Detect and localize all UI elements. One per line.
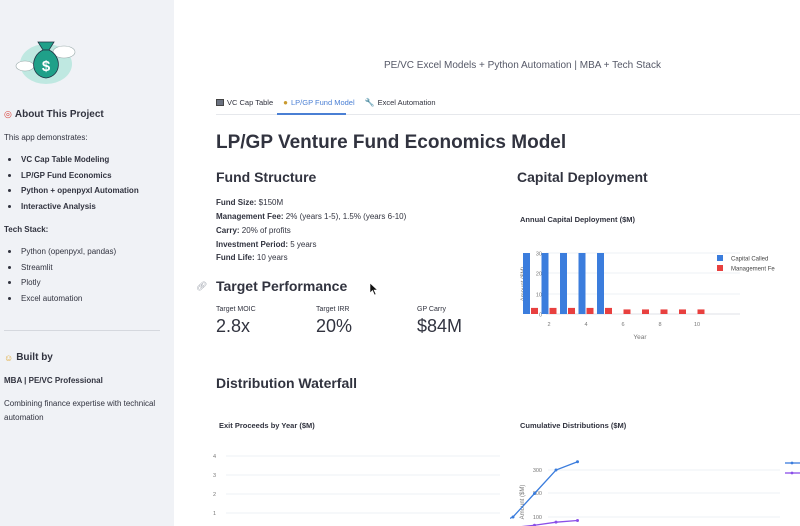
tab-vc-cap-table[interactable]: VC Cap Table [216,95,273,109]
chart-title-cumulative-distributions: Cumulative Distributions ($M) [520,421,627,430]
carry: Carry: 20% of profits [216,226,291,235]
built-role: MBA | PE/VC Professional [4,376,103,385]
svg-text:1: 1 [213,511,216,517]
data-point[interactable] [576,519,579,523]
svg-text:100: 100 [533,515,542,521]
svg-text:Year: Year [633,334,647,341]
list-item: LP/GP Fund Economics [4,168,139,184]
active-tab-indicator [277,113,346,115]
list-item: Plotly [4,275,116,291]
svg-text:6: 6 [621,322,624,328]
bar[interactable] [586,307,594,314]
feature-list: VC Cap Table Modeling LP/GP Fund Economi… [4,152,139,214]
metric-gp-carry: GP Carry $84M [417,306,463,336]
bar[interactable] [568,307,575,314]
capital-deployment-heading: Capital Deployment [517,169,648,185]
about-intro: This app demonstrates: [4,133,88,142]
svg-text:8: 8 [658,322,661,328]
data-point[interactable] [533,492,536,495]
bar[interactable] [623,309,631,314]
bar[interactable] [578,253,586,314]
svg-text:300: 300 [533,468,542,474]
tech-list: Python (openpyxl, pandas) Streamlit Plot… [4,244,116,306]
svg-text:200: 200 [533,491,542,497]
svg-text:2: 2 [547,322,550,328]
investment-period: Investment Period: 5 years [216,240,317,249]
list-item: Excel automation [4,291,116,307]
mouse-cursor-icon [369,282,379,296]
svg-text:4: 4 [584,322,587,328]
svg-text:4: 4 [213,454,216,460]
built-desc-1: Combining finance expertise with technic… [4,399,156,408]
target-icon: ◎ [4,109,12,119]
wrench-icon: 🔧 [364,97,375,107]
bar[interactable] [660,309,668,314]
bar[interactable] [679,309,686,314]
list-item: Interactive Analysis [4,199,139,215]
svg-text:10: 10 [536,293,542,299]
bar[interactable] [642,309,649,314]
exit-proceeds-chart[interactable]: 4 3 2 1 Proceeds ($M) [200,440,500,526]
svg-text:0: 0 [539,313,542,319]
cumulative-distributions-chart[interactable]: 300 200 100 Amount ($M) [510,450,800,526]
svg-text:3: 3 [213,473,216,479]
bar[interactable] [549,307,557,314]
bar[interactable] [560,253,567,314]
data-point[interactable] [511,515,515,519]
distribution-waterfall-heading: Distribution Waterfall [216,375,358,391]
tab-excel-automation[interactable]: 🔧 Excel Automation [364,97,436,107]
fund-life: Fund Life: 10 years [216,253,288,262]
data-point[interactable] [533,523,536,526]
bar[interactable] [523,253,530,314]
chart-legend[interactable]: Capital Called Management Fe [717,255,775,273]
list-item: Python + openpyxl Automation [4,183,139,199]
tab-bar: VC Cap Table ● LP/GP Fund Model 🔧 Excel … [216,95,436,109]
svg-text:30: 30 [536,252,542,258]
bar[interactable] [541,253,549,314]
person-icon: ☺ [4,352,14,363]
svg-text:10: 10 [694,322,700,328]
tab-divider [216,114,800,115]
list-item: Streamlit [4,260,116,276]
svg-text:Capital Called: Capital Called [731,257,768,263]
management-fee: Management Fee: 2% (years 1-5), 1.5% (ye… [216,212,407,221]
page-subtitle: PE/VC Excel Models + Python Automation |… [384,60,661,71]
bar[interactable] [697,309,705,314]
built-desc-2: automation [4,413,44,422]
page-title: LP/GP Venture Fund Economics Model [216,132,567,153]
about-heading: ◎ About This Project [4,109,104,120]
bar[interactable] [597,253,604,314]
bar[interactable] [531,307,538,314]
metric-target-irr: Target IRR 20% [316,306,353,336]
metric-target-moic: Target MOIC 2.8x [216,306,256,336]
main-content: PE/VC Excel Models + Python Automation |… [174,0,800,526]
svg-text:$: $ [42,58,51,75]
data-point[interactable] [554,468,558,472]
sidebar: $ ◎ About This Project This app demonstr… [0,0,174,526]
sidebar-divider [4,330,160,331]
svg-text:Management Fe: Management Fe [731,267,775,273]
fund-size: Fund Size: $150M [216,198,284,207]
money-bag-icon: $ [15,41,76,84]
svg-text:20: 20 [536,272,542,278]
computer-icon [216,98,224,106]
data-point[interactable] [576,460,579,464]
tab-lp-gp-fund-model[interactable]: ● LP/GP Fund Model [283,97,355,107]
list-item: VC Cap Table Modeling [4,152,139,168]
built-by-heading: ☺ Built by [4,352,53,363]
money-bag-icon: ● [283,97,288,107]
chart-title-exit-proceeds: Exit Proceeds by Year ($M) [219,421,315,430]
chart-legend[interactable] [785,461,800,475]
svg-text:Amount ($M): Amount ($M) [520,485,526,520]
fund-structure-heading: Fund Structure [216,169,317,185]
chart-title-capital-deployment: Annual Capital Deployment ($M) [520,215,636,224]
data-point[interactable] [554,520,558,524]
link-icon[interactable]: 🔗︎ [196,281,208,291]
tech-stack-heading: Tech Stack: [4,225,49,234]
svg-text:2: 2 [213,492,216,498]
list-item: Python (openpyxl, pandas) [4,244,116,260]
target-performance-heading: Target Performance [216,278,348,294]
bar[interactable] [605,307,612,314]
capital-deployment-chart[interactable]: 30 20 10 0 Amount ($M) 2 4 6 8 10 Year C… [510,240,800,345]
